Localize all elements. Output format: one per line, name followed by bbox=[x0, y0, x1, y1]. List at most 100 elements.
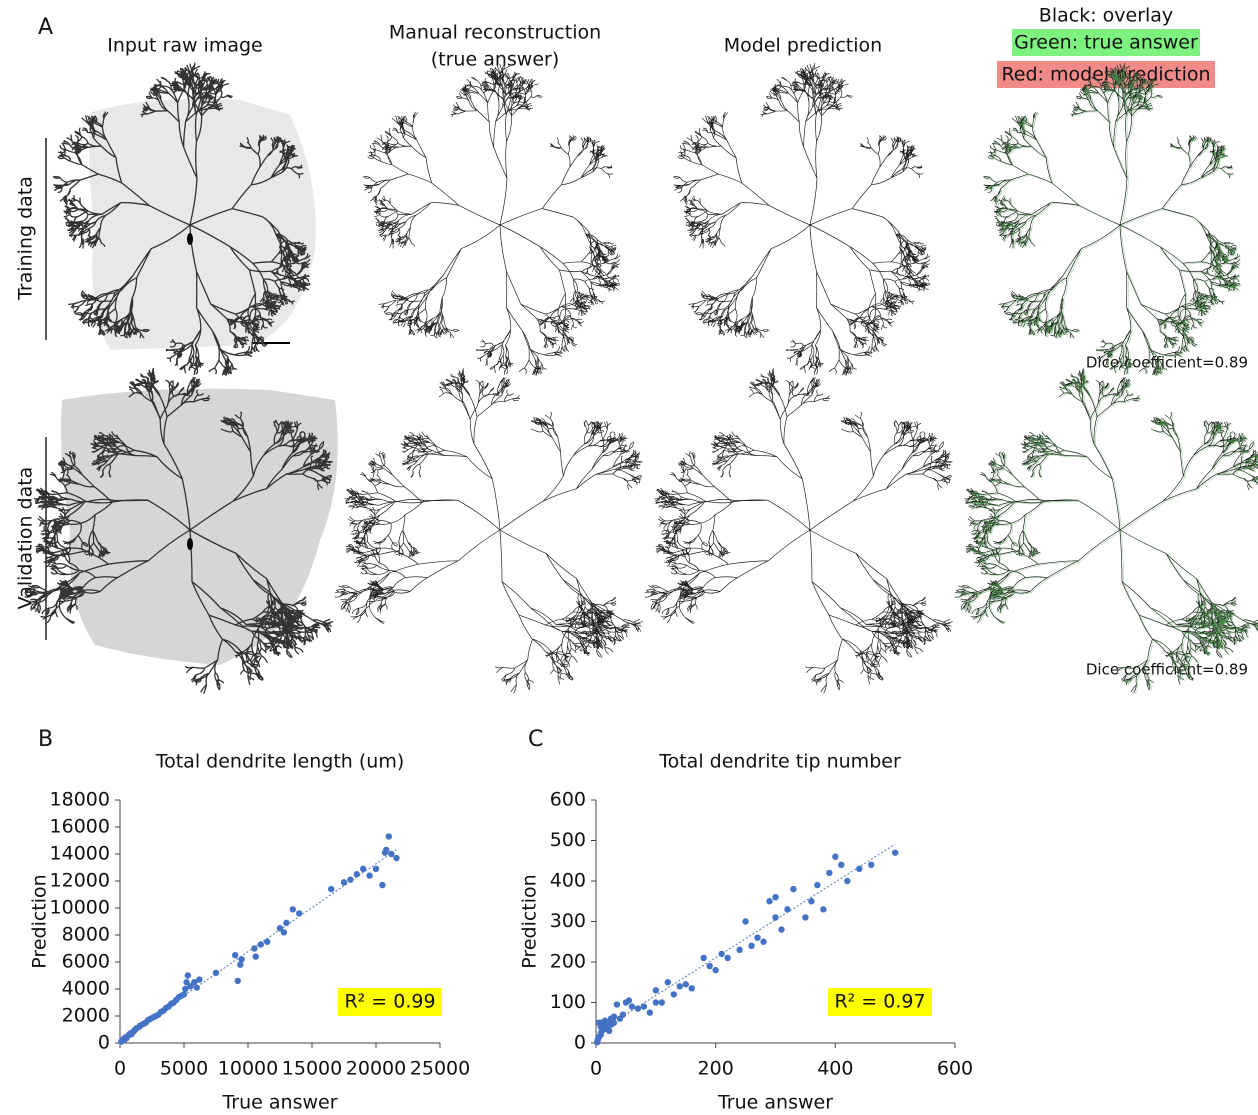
point bbox=[868, 861, 875, 868]
point bbox=[700, 954, 707, 962]
point bbox=[736, 946, 743, 954]
point bbox=[646, 1009, 654, 1016]
x-tick-label: 200 bbox=[698, 1058, 734, 1080]
point bbox=[340, 879, 348, 886]
point bbox=[182, 985, 189, 993]
point bbox=[640, 1003, 648, 1010]
point bbox=[820, 906, 827, 913]
dendrite-tree bbox=[363, 62, 621, 376]
soma bbox=[187, 538, 193, 550]
y-tick-label: 16000 bbox=[50, 816, 110, 838]
point bbox=[385, 833, 392, 840]
column-title: Black: overlay bbox=[1039, 5, 1173, 27]
annotation-box bbox=[828, 988, 932, 1016]
y-tick-label: 14000 bbox=[50, 843, 110, 865]
column-title: Input raw image bbox=[107, 35, 262, 57]
point bbox=[180, 991, 188, 998]
y-tick-label: 18000 bbox=[50, 789, 110, 811]
annotation: R² = 0.97 bbox=[834, 991, 925, 1013]
column-title: Model prediction bbox=[724, 35, 882, 57]
point bbox=[652, 999, 660, 1006]
y-tick-label: 0 bbox=[98, 1032, 110, 1054]
point bbox=[619, 1011, 627, 1018]
point bbox=[772, 894, 779, 901]
column-title: (true answer) bbox=[431, 49, 559, 71]
row-label: Validation data bbox=[15, 467, 37, 610]
point bbox=[670, 991, 677, 998]
point bbox=[366, 872, 373, 879]
point bbox=[814, 881, 821, 889]
x-axis-label: True answer bbox=[221, 1092, 337, 1114]
dendrite-tree bbox=[334, 368, 643, 694]
point bbox=[802, 914, 809, 921]
point bbox=[193, 984, 200, 991]
x-tick-label: 0 bbox=[114, 1058, 126, 1080]
point bbox=[712, 966, 719, 974]
point bbox=[625, 997, 633, 1004]
point bbox=[184, 972, 192, 979]
point bbox=[634, 1005, 642, 1012]
point bbox=[742, 918, 749, 925]
point bbox=[706, 962, 713, 970]
point bbox=[383, 846, 390, 854]
y-tick-label: 10000 bbox=[50, 897, 110, 919]
dendrite-tree bbox=[53, 62, 311, 377]
point bbox=[838, 861, 845, 868]
x-tick-label: 15000 bbox=[282, 1058, 342, 1080]
y-tick-label: 0 bbox=[574, 1032, 586, 1054]
point bbox=[196, 976, 203, 983]
y-tick-label: 8000 bbox=[62, 924, 110, 946]
x-tick-label: 5000 bbox=[160, 1058, 208, 1080]
panel-label: B bbox=[38, 727, 53, 752]
x-tick-label: 600 bbox=[937, 1058, 973, 1080]
x-tick-label: 0 bbox=[590, 1058, 602, 1080]
point bbox=[187, 983, 194, 990]
x-tick-label: 400 bbox=[817, 1058, 853, 1080]
y-tick-label: 400 bbox=[550, 870, 586, 892]
panel-label: A bbox=[38, 15, 53, 40]
panel-label: C bbox=[528, 727, 543, 752]
legend-text: Green: true answer bbox=[1014, 32, 1198, 54]
point bbox=[283, 919, 290, 927]
point bbox=[183, 979, 190, 986]
point bbox=[251, 945, 258, 952]
point bbox=[760, 938, 767, 945]
neuron-images bbox=[24, 62, 1258, 695]
point bbox=[682, 981, 689, 988]
row-label: Training data bbox=[15, 176, 37, 301]
chart-title: Total dendrite length (um) bbox=[155, 751, 405, 773]
point bbox=[379, 881, 386, 889]
annotation: R² = 0.99 bbox=[344, 991, 435, 1013]
point bbox=[688, 985, 695, 992]
point bbox=[191, 979, 198, 986]
point bbox=[748, 942, 755, 949]
point bbox=[778, 926, 785, 933]
raw-image-background bbox=[89, 98, 316, 350]
dendrite-tree bbox=[673, 62, 931, 376]
point bbox=[628, 1003, 636, 1010]
point bbox=[234, 977, 241, 985]
point bbox=[264, 938, 271, 945]
point bbox=[808, 898, 815, 905]
column-title: Manual reconstruction bbox=[389, 22, 601, 44]
point bbox=[605, 1027, 613, 1035]
dendrite-tree bbox=[24, 367, 334, 694]
chart-title: Total dendrite tip number bbox=[658, 751, 901, 773]
point bbox=[393, 854, 400, 862]
point bbox=[347, 876, 354, 883]
point bbox=[212, 969, 220, 976]
y-tick-label: 600 bbox=[550, 789, 586, 811]
point bbox=[676, 983, 683, 990]
y-axis-label: Prediction bbox=[519, 874, 541, 968]
y-tick-label: 6000 bbox=[62, 951, 110, 973]
x-tick-label: 10000 bbox=[218, 1058, 278, 1080]
soma bbox=[187, 233, 193, 245]
dendrite-tree bbox=[644, 368, 953, 694]
point bbox=[372, 865, 380, 873]
y-tick-label: 4000 bbox=[62, 978, 110, 1000]
y-axis-label: Prediction bbox=[29, 874, 51, 968]
x-tick-label: 25000 bbox=[410, 1058, 470, 1080]
y-tick-label: 200 bbox=[550, 951, 586, 973]
point bbox=[784, 906, 791, 913]
